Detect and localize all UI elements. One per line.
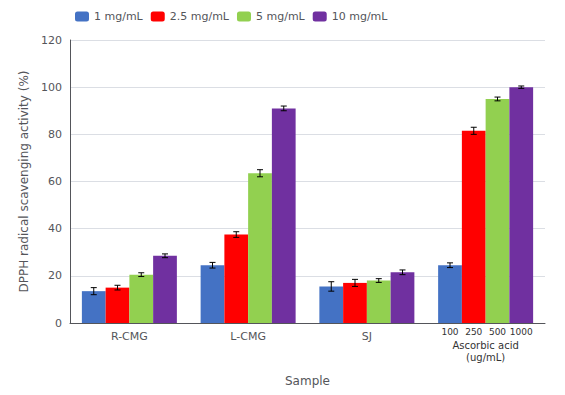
svg-text:10 mg/mL: 10 mg/mL xyxy=(332,10,389,23)
svg-text:20: 20 xyxy=(48,269,62,282)
svg-text:500: 500 xyxy=(489,327,506,337)
svg-text:R-CMG: R-CMG xyxy=(111,330,148,343)
svg-text:1 mg/mL: 1 mg/mL xyxy=(94,10,144,23)
svg-text:120: 120 xyxy=(41,34,62,47)
svg-text:1000: 1000 xyxy=(510,327,533,337)
svg-text:(ug/mL): (ug/mL) xyxy=(466,352,505,363)
svg-text:5 mg/mL: 5 mg/mL xyxy=(256,10,306,23)
svg-text:SJ: SJ xyxy=(362,330,372,343)
svg-text:2.5 mg/mL: 2.5 mg/mL xyxy=(170,10,230,23)
svg-text:Sample: Sample xyxy=(285,374,330,388)
svg-text:100: 100 xyxy=(441,327,458,337)
svg-text:Ascorbic acid: Ascorbic acid xyxy=(452,340,518,351)
svg-text:0: 0 xyxy=(55,317,62,330)
svg-text:80: 80 xyxy=(48,128,62,141)
svg-text:60: 60 xyxy=(48,175,62,188)
svg-text:DPPH radical scavenging activi: DPPH radical scavenging activity (%) xyxy=(17,71,31,293)
svg-text:40: 40 xyxy=(48,222,62,235)
svg-text:250: 250 xyxy=(465,327,482,337)
svg-text:100: 100 xyxy=(41,81,62,94)
svg-text:L-CMG: L-CMG xyxy=(230,330,266,343)
